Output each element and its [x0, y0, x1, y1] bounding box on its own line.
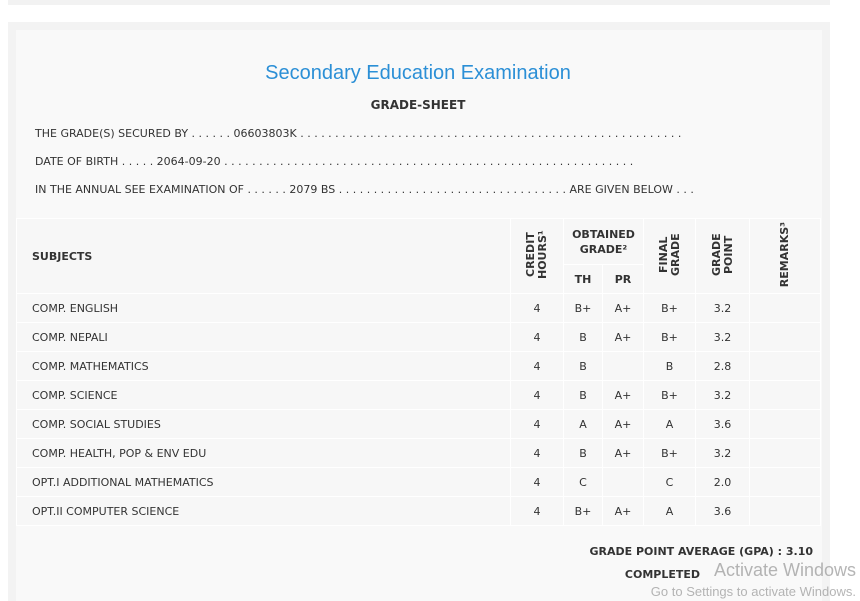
- table-row: COMP. SOCIAL STUDIES 4 A A+ A 3.6: [16, 409, 821, 439]
- final-grade-cell: A: [643, 409, 696, 439]
- remarks-cell: [749, 467, 821, 497]
- credit-cell: 4: [510, 293, 564, 323]
- remarks-cell: [749, 351, 821, 381]
- th-grade-cell: B: [563, 322, 603, 352]
- header-credit: CREDIT HOURS¹: [510, 218, 564, 294]
- header-gp: GRADE POINT: [695, 218, 750, 294]
- table-row: COMP. ENGLISH 4 B+ A+ B+ 3.2: [16, 293, 821, 323]
- subject-cell: COMP. SOCIAL STUDIES: [16, 409, 511, 439]
- final-grade-cell: B+: [643, 380, 696, 410]
- header-th: TH: [563, 264, 603, 294]
- th-grade-cell: C: [563, 467, 603, 497]
- subject-cell: COMP. MATHEMATICS: [16, 351, 511, 381]
- header-final: FINAL GRADE: [643, 218, 696, 294]
- subject-cell: COMP. ENGLISH: [16, 293, 511, 323]
- credit-cell: 4: [510, 496, 564, 526]
- table-row: COMP. MATHEMATICS 4 B B 2.8: [16, 351, 821, 381]
- grade-table: SUBJECTS CREDIT HOURS¹ OBTAINED GRADE² F…: [16, 218, 821, 526]
- pr-grade-cell: [602, 467, 644, 497]
- pr-grade-cell: A+: [602, 438, 644, 468]
- pr-grade-cell: A+: [602, 293, 644, 323]
- header-subjects: SUBJECTS: [16, 218, 511, 294]
- grade-point-cell: 3.2: [695, 380, 750, 410]
- top-strip: [8, 0, 830, 5]
- grade-point-cell: 2.8: [695, 351, 750, 381]
- th-grade-cell: B: [563, 351, 603, 381]
- subject-cell: COMP. SCIENCE: [16, 380, 511, 410]
- th-grade-cell: B+: [563, 293, 603, 323]
- gpa-summary: GRADE POINT AVERAGE (GPA) : 3.10: [589, 545, 813, 558]
- final-grade-cell: B+: [643, 322, 696, 352]
- grade-point-cell: 3.2: [695, 438, 750, 468]
- grade-point-cell: 3.2: [695, 293, 750, 323]
- final-grade-cell: A: [643, 496, 696, 526]
- header-pr: PR: [602, 264, 644, 294]
- th-grade-cell: B+: [563, 496, 603, 526]
- remarks-cell: [749, 409, 821, 439]
- remarks-cell: [749, 293, 821, 323]
- result-status: COMPLETED: [624, 568, 700, 581]
- pr-grade-cell: A+: [602, 322, 644, 352]
- page-title: Secondary Education Examination: [265, 62, 571, 84]
- grade-point-cell: 3.2: [695, 322, 750, 352]
- header-obtained: OBTAINED GRADE²: [563, 218, 644, 265]
- table-row: OPT.II COMPUTER SCIENCE 4 B+ A+ A 3.6: [16, 496, 821, 526]
- credit-cell: 4: [510, 351, 564, 381]
- table-row: COMP. HEALTH, POP & ENV EDU 4 B A+ B+ 3.2: [16, 438, 821, 468]
- final-grade-cell: B+: [643, 438, 696, 468]
- exam-line: IN THE ANNUAL SEE EXAMINATION OF . . . .…: [35, 183, 694, 196]
- credit-cell: 4: [510, 322, 564, 352]
- table-row: COMP. NEPALI 4 B A+ B+ 3.2: [16, 322, 821, 352]
- credit-cell: 4: [510, 438, 564, 468]
- grade-point-cell: 3.6: [695, 496, 750, 526]
- pr-grade-cell: A+: [602, 409, 644, 439]
- pr-grade-cell: [602, 351, 644, 381]
- grade-point-cell: 2.0: [695, 467, 750, 497]
- pr-grade-cell: A+: [602, 496, 644, 526]
- subject-cell: OPT.I ADDITIONAL MATHEMATICS: [16, 467, 511, 497]
- remarks-cell: [749, 496, 821, 526]
- remarks-cell: [749, 322, 821, 352]
- credit-cell: 4: [510, 409, 564, 439]
- credit-cell: 4: [510, 380, 564, 410]
- page-subtitle: GRADE-SHEET: [370, 98, 466, 112]
- subject-cell: OPT.II COMPUTER SCIENCE: [16, 496, 511, 526]
- table-row: OPT.I ADDITIONAL MATHEMATICS 4 C C 2.0: [16, 467, 821, 497]
- header-remarks: REMARKS³: [749, 218, 821, 294]
- pr-grade-cell: A+: [602, 380, 644, 410]
- subject-cell: COMP. HEALTH, POP & ENV EDU: [16, 438, 511, 468]
- final-grade-cell: B: [643, 351, 696, 381]
- remarks-cell: [749, 380, 821, 410]
- credit-cell: 4: [510, 467, 564, 497]
- dob-line: DATE OF BIRTH . . . . . 2064-09-20 . . .…: [35, 155, 634, 168]
- table-row: COMP. SCIENCE 4 B A+ B+ 3.2: [16, 380, 821, 410]
- subject-cell: COMP. NEPALI: [16, 322, 511, 352]
- th-grade-cell: B: [563, 438, 603, 468]
- grade-point-cell: 3.6: [695, 409, 750, 439]
- activation-watermark-sub: Go to Settings to activate Windows.: [650, 584, 856, 599]
- final-grade-cell: C: [643, 467, 696, 497]
- activation-watermark: Activate Windows: [713, 560, 856, 580]
- th-grade-cell: B: [563, 380, 603, 410]
- final-grade-cell: B+: [643, 293, 696, 323]
- remarks-cell: [749, 438, 821, 468]
- secured-by-line: THE GRADE(S) SECURED BY . . . . . . 0660…: [35, 127, 682, 140]
- th-grade-cell: A: [563, 409, 603, 439]
